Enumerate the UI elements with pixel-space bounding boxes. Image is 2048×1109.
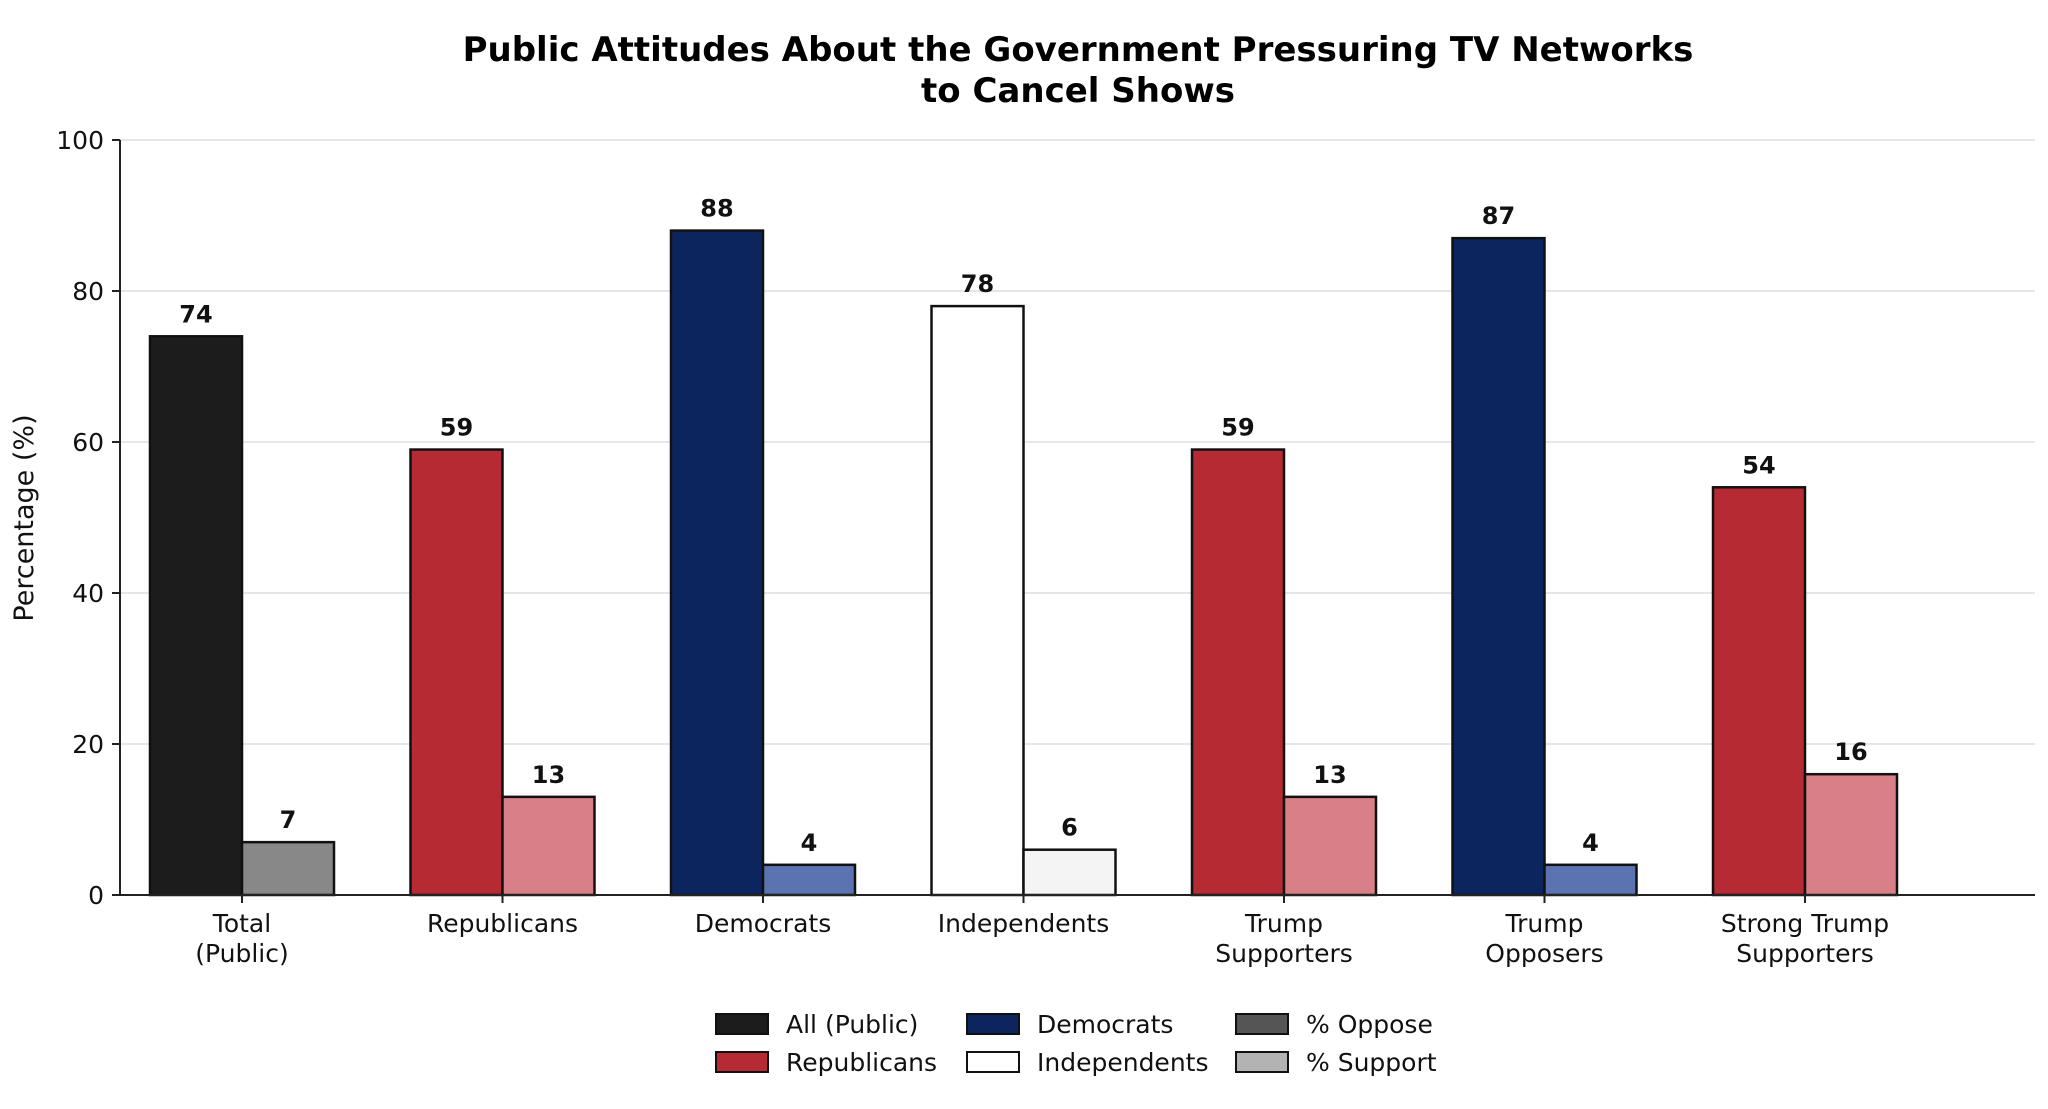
bar-value-label: 13	[1313, 761, 1346, 789]
x-tick-label: Supporters	[1736, 939, 1874, 968]
y-tick-label: 40	[72, 579, 104, 608]
legend-label: % Oppose	[1306, 1010, 1433, 1039]
x-tick-label: Total	[212, 909, 271, 938]
bar-value-label: 87	[1482, 202, 1515, 230]
bar-value-label: 78	[961, 270, 994, 298]
y-axis-title: Percentage (%)	[9, 414, 40, 621]
bar-value-label: 13	[532, 761, 565, 789]
y-tick-label: 60	[72, 428, 104, 457]
legend-swatch	[966, 1013, 1020, 1035]
bar-value-label: 7	[280, 806, 297, 834]
x-tick-label: Strong Trump	[1721, 909, 1889, 938]
bar	[930, 304, 1025, 897]
legend: All (Public) Republicans Democrats Independ…	[715, 1010, 1437, 1077]
bar	[240, 840, 336, 897]
bar	[1022, 848, 1117, 897]
y-tick-label: 0	[88, 881, 104, 910]
legend-swatch	[1235, 1051, 1289, 1073]
legend-swatch	[715, 1051, 769, 1073]
bar-value-label: 59	[1221, 414, 1254, 442]
x-tick-label: Trump	[1505, 909, 1584, 938]
legend-label: % Support	[1306, 1048, 1437, 1077]
x-tick-label: Supporters	[1215, 939, 1353, 968]
x-tick-label: (Public)	[195, 939, 289, 968]
labels: 74 7 59 13 88 4 78 6 59 13 87 4 54 16	[179, 195, 1867, 857]
bar-value-label: 4	[1582, 829, 1599, 857]
chart-title-line2: to Cancel Shows	[921, 71, 1235, 111]
legend-label: All (Public)	[786, 1010, 918, 1039]
bar	[148, 335, 244, 897]
bar	[1711, 486, 1807, 897]
bar	[761, 863, 857, 897]
bar	[1282, 795, 1378, 897]
x-tick-label: Democrats	[695, 909, 831, 938]
bars	[148, 229, 1899, 897]
bar	[1190, 448, 1286, 897]
legend-label: Republicans	[786, 1048, 937, 1077]
bar	[1803, 772, 1899, 897]
y-tick-label: 100	[56, 126, 104, 155]
bar	[1543, 863, 1638, 897]
bar	[409, 448, 504, 897]
bar-value-label: 59	[440, 414, 473, 442]
y-tick-label: 20	[72, 730, 104, 759]
bar	[1451, 236, 1546, 897]
bar	[669, 229, 765, 897]
bar-value-label: 6	[1061, 814, 1078, 842]
y-tick-label: 80	[72, 277, 104, 306]
chart-title: Public Attitudes About the Government Pr…	[463, 30, 1694, 70]
legend-label: Independents	[1037, 1048, 1208, 1077]
bar-value-label: 16	[1834, 738, 1867, 766]
axes: 0 20 40 60 80 100 Total(Public) Republicans Demo…	[56, 126, 2035, 968]
legend-swatch	[1235, 1013, 1289, 1035]
bar-value-label: 54	[1742, 451, 1775, 479]
x-tick-label: Republicans	[427, 909, 578, 938]
x-tick-label: Independents	[938, 909, 1109, 938]
x-tick-label: Opposers	[1485, 939, 1603, 968]
x-tick-label: Trump	[1244, 909, 1323, 938]
bar-value-label: 74	[179, 300, 212, 328]
bar-value-label: 4	[801, 829, 818, 857]
bar-value-label: 88	[700, 195, 733, 223]
legend-swatch	[966, 1051, 1020, 1073]
legend-swatch	[715, 1013, 769, 1035]
legend-label: Democrats	[1037, 1010, 1173, 1039]
bar	[501, 795, 596, 897]
